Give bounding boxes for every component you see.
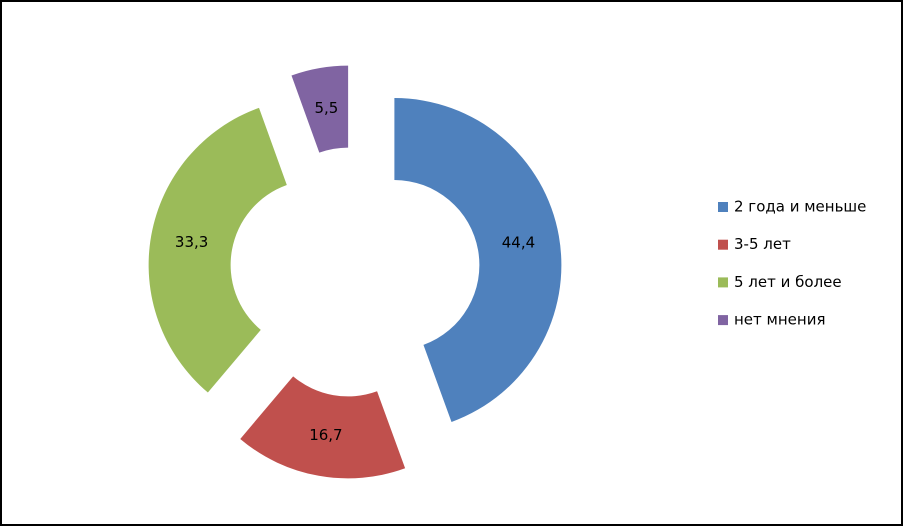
- data-label: 16,7: [309, 426, 342, 444]
- data-label: 5,5: [315, 99, 339, 117]
- legend-label: нет мнения: [734, 311, 825, 329]
- donut-segment: [148, 107, 287, 393]
- donut-segment: [291, 65, 349, 153]
- data-label: 33,3: [175, 233, 208, 251]
- donut-segment: [240, 376, 406, 479]
- legend-label: 2 года и меньше: [734, 198, 866, 216]
- legend-label: 5 лет и более: [734, 273, 842, 291]
- legend-swatch: [718, 315, 728, 326]
- legend-label: 3-5 лет: [734, 235, 791, 253]
- donut-segment: [394, 98, 562, 422]
- legend-swatch: [718, 277, 728, 288]
- legend-swatch: [718, 202, 728, 212]
- data-label: 44,4: [502, 234, 535, 252]
- legend-swatch: [718, 239, 728, 250]
